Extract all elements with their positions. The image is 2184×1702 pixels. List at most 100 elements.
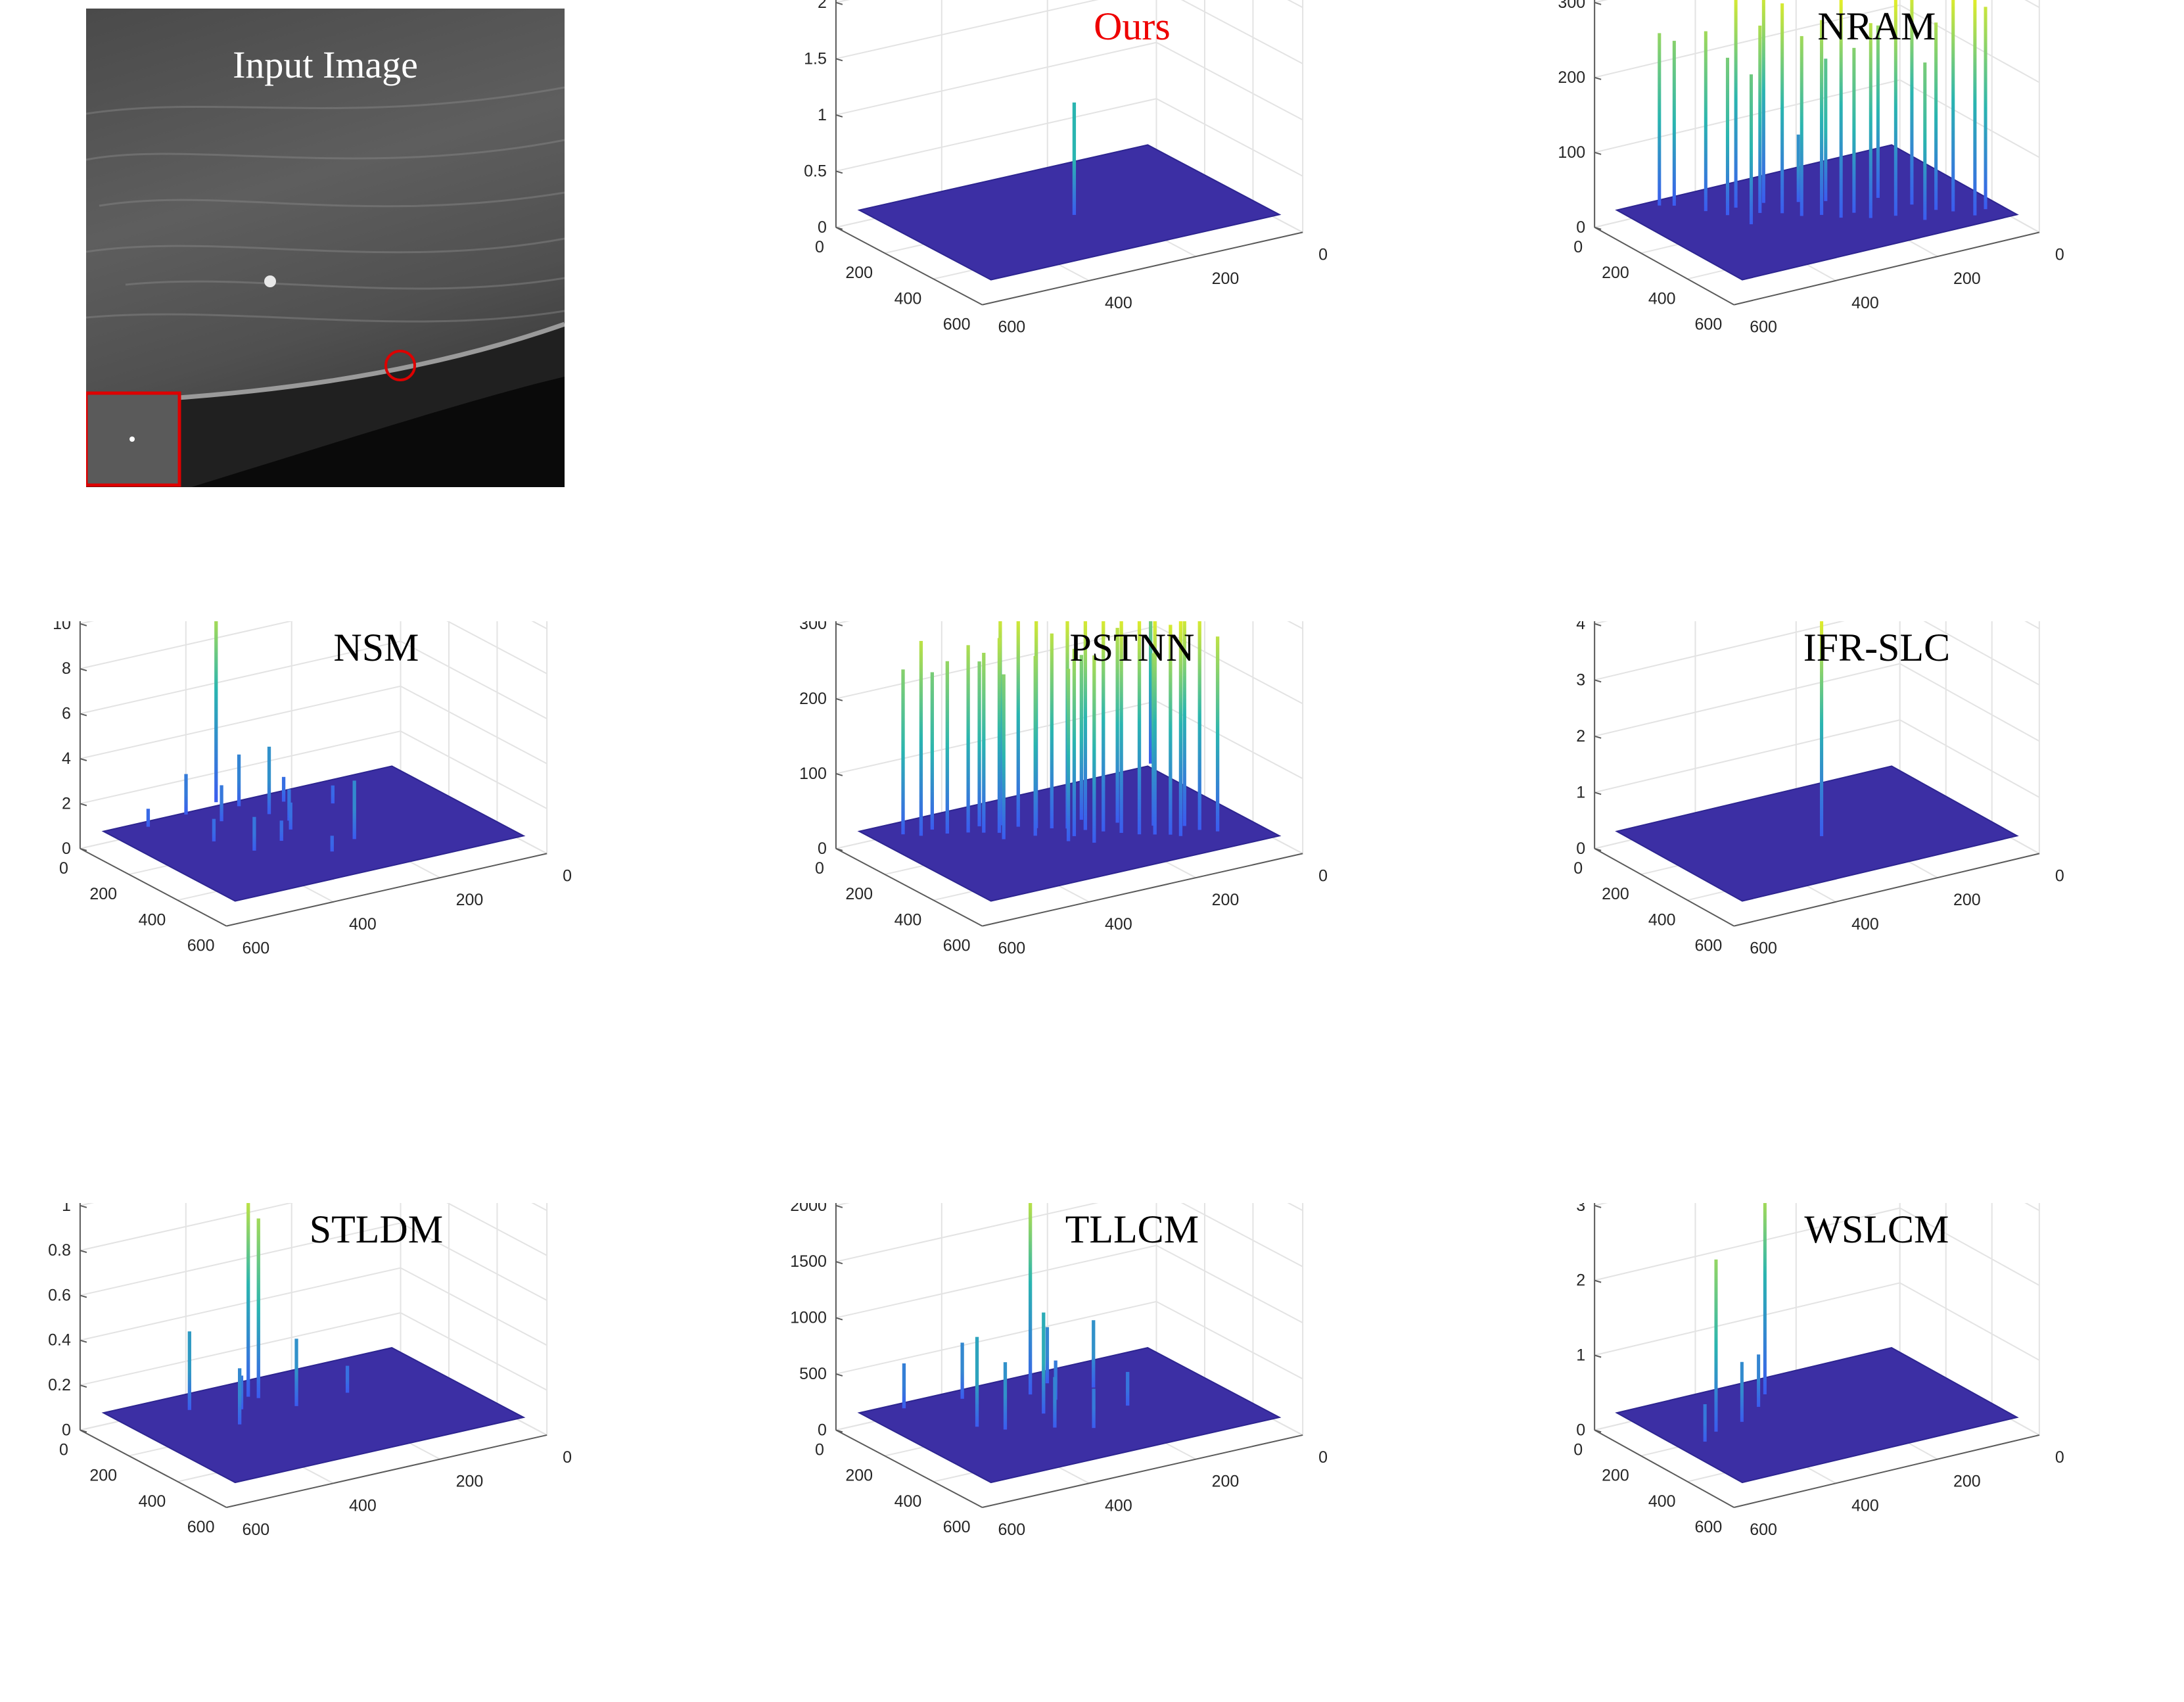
spike-8 <box>146 809 151 827</box>
spike-25 <box>901 669 905 835</box>
chart-title: NRAM <box>1817 5 1936 48</box>
spike-2 <box>1028 1203 1033 1395</box>
spike-2 <box>331 785 335 804</box>
spike-2 <box>1740 1361 1744 1422</box>
x-tick-label: 600 <box>1750 939 1777 958</box>
y-tick-label: 200 <box>845 1467 873 1485</box>
y-tick-label: 200 <box>1602 1467 1629 1485</box>
plot-nram: 0 100 200 300 0 200 400 600 0 200 400 600 NRAM <box>1518 0 2182 500</box>
z-tick-label: 0.5 <box>804 162 827 180</box>
spike-9 <box>1934 22 1938 210</box>
spike-15 <box>930 672 935 830</box>
chart-title: STLDM <box>310 1208 443 1251</box>
spike-14 <box>1102 621 1105 832</box>
grid-line <box>835 1300 1303 1380</box>
grid-line <box>1594 621 2040 686</box>
grid-line <box>835 1203 1303 1267</box>
z-tick-label: 1 <box>1576 783 1585 801</box>
z-tick <box>80 758 87 761</box>
grid-line <box>1594 79 2040 158</box>
grid-line <box>835 1244 1303 1324</box>
grid-line <box>80 1267 547 1346</box>
z-tick-label: 0 <box>818 218 827 237</box>
y-tick-label: 0 <box>815 1440 824 1459</box>
z-tick-label: 2 <box>62 794 71 813</box>
y-tick-label: 200 <box>845 264 873 282</box>
z-tick <box>835 1429 843 1433</box>
y-tick-label: 0 <box>815 859 824 878</box>
x-tick-label: 0 <box>1318 866 1328 885</box>
spike-1 <box>214 621 218 803</box>
chart-title: Ours <box>1094 5 1171 48</box>
spike-27 <box>1072 648 1077 836</box>
y-tick-label: 600 <box>1695 937 1723 955</box>
spike-3 <box>1910 0 1914 205</box>
spike-6 <box>1016 621 1020 827</box>
z-tick-label: 1 <box>62 1203 71 1215</box>
spike-1 <box>246 1203 250 1397</box>
grid-line <box>835 41 1303 121</box>
spike-24 <box>1178 621 1183 836</box>
x-axis-line <box>982 231 1303 306</box>
y-axis-line <box>835 1429 983 1508</box>
spike-4 <box>239 1375 244 1409</box>
spike-6 <box>237 1368 242 1425</box>
spike-19 <box>1800 35 1803 216</box>
grid-line <box>1594 1282 2040 1361</box>
y-tick-label: 200 <box>89 885 117 903</box>
z-tick-label: 4 <box>62 749 71 768</box>
surface-plane <box>1615 1347 2019 1484</box>
spike-18 <box>982 653 986 833</box>
surface-plane <box>1615 765 2019 902</box>
z-tick-label: 3 <box>1576 1203 1585 1215</box>
spike-0 <box>345 1365 350 1393</box>
spike-1 <box>1092 1320 1096 1388</box>
spike-11 <box>279 820 283 841</box>
z-tick <box>1594 623 1602 626</box>
z-tick-label: 1.5 <box>804 49 827 68</box>
spike-10 <box>352 780 356 839</box>
spike-0 <box>1876 25 1880 198</box>
surface-plane <box>857 1347 1282 1484</box>
z-tick-label: 1 <box>818 106 827 124</box>
spike-11 <box>1852 47 1856 213</box>
z-tick-label: 0 <box>818 1421 827 1439</box>
spike-31 <box>1092 655 1096 843</box>
x-axis-line <box>1734 231 2040 306</box>
x-axis-line <box>226 853 547 927</box>
z-tick-label: 200 <box>799 690 827 708</box>
spike-2 <box>256 1218 260 1398</box>
spike-22 <box>1169 625 1173 835</box>
spike-4 <box>1761 0 1765 203</box>
x-tick-label: 0 <box>2055 866 2064 885</box>
z-tick-label: 500 <box>799 1365 827 1383</box>
z-tick <box>835 114 843 118</box>
plot-ours: 00.511.52×101002004006000200400600Ours <box>756 0 1452 500</box>
z-tick-label: 0 <box>1576 1421 1585 1439</box>
z-tick <box>1594 1354 1602 1358</box>
z-tick <box>835 847 843 851</box>
chart-svg-stldm: 0 0.2 0.4 0.6 0.8 1 0 200 400 600 0 200 400 600 STLDM <box>48 1203 572 1539</box>
y-tick-label: 400 <box>1648 910 1676 929</box>
z-tick-label: 100 <box>799 765 827 783</box>
chart-title: PSTNN <box>1069 626 1194 669</box>
spike-1 <box>1079 655 1084 820</box>
z-tick <box>835 1317 843 1321</box>
surface-plane <box>101 1347 526 1484</box>
x-axis-line <box>226 1434 547 1508</box>
spike-0 <box>1072 102 1077 215</box>
z-tick-label: 2 <box>1576 727 1585 745</box>
y-tick-label: 0 <box>815 238 824 256</box>
spike-29 <box>1002 674 1006 839</box>
x-tick-label: 200 <box>1953 1473 1981 1491</box>
z-tick-label: 1000 <box>790 1309 827 1327</box>
z-tick-label: 2 <box>1576 1271 1585 1290</box>
x-tick-label: 400 <box>349 1496 377 1515</box>
z-tick <box>80 1429 87 1433</box>
x-axis-line <box>1734 1434 2040 1508</box>
z-tick-label: 1 <box>1576 1346 1585 1364</box>
spike-20 <box>1839 0 1843 218</box>
grid-line <box>1594 663 2040 742</box>
